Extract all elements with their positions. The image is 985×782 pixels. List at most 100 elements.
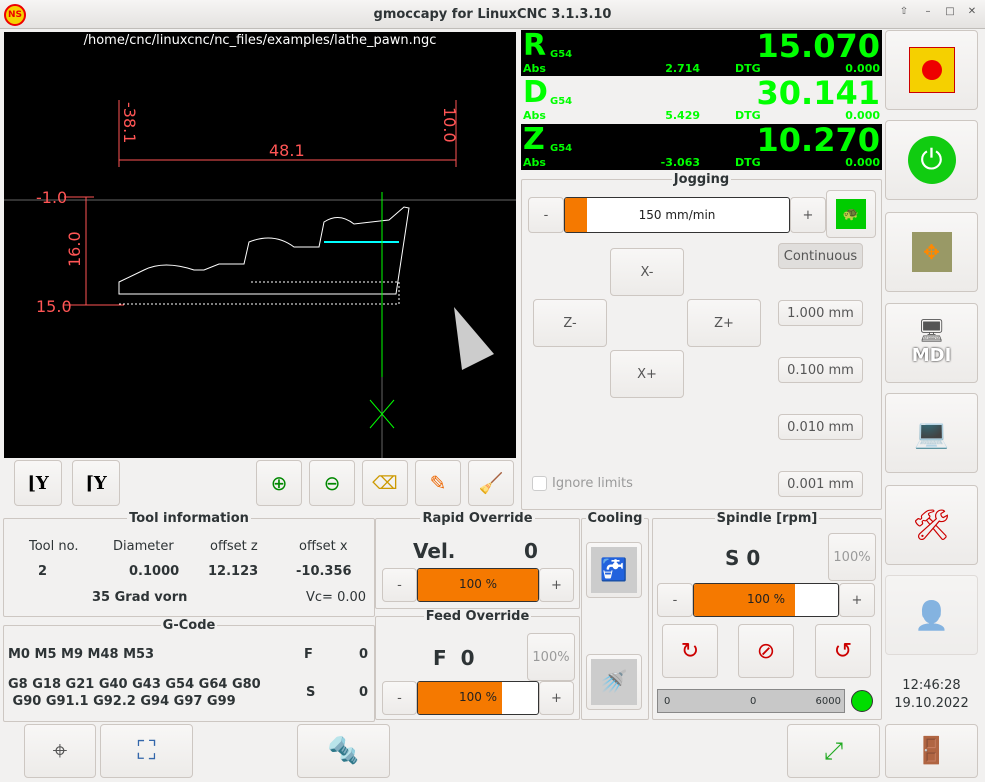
zoom-out-button[interactable]: ⊖ [309, 460, 355, 506]
dim-top-left: -38.1 [120, 102, 139, 143]
rapid-plus[interactable]: + [539, 568, 574, 602]
home-button[interactable]: ⌖ [24, 724, 96, 778]
clear-view-button[interactable]: ⌫ [362, 460, 408, 506]
minimize-icon[interactable]: – [925, 6, 931, 17]
feed-minus[interactable]: - [382, 681, 417, 715]
close-icon[interactable]: ✕ [967, 6, 977, 17]
fullscreen-button[interactable]: ⤢ [787, 724, 880, 778]
user-tabs-icon: 👤 [914, 598, 949, 632]
dtg-value: 0.000 [845, 62, 880, 75]
ignore-limits-label: Ignore limits [552, 476, 633, 491]
dro-r[interactable]: R G54 15.070 Abs 2.714 DTG 0.000 [521, 30, 882, 76]
coord-system: G54 [550, 49, 573, 60]
exit-button[interactable]: 🚪 [885, 724, 978, 778]
vel-value: 0 [524, 539, 538, 563]
jog-z-plus[interactable]: Z+ [687, 299, 761, 347]
jog-mode-button[interactable]: ✥ [885, 212, 978, 292]
jog-icon: ✥ [911, 232, 952, 272]
view-y2-icon: ⌈Y [85, 472, 107, 494]
ignore-limits-checkbox[interactable] [532, 476, 547, 491]
active-gcodes-1: G8 G18 G21 G40 G43 G54 G64 G80 [8, 677, 261, 692]
increment-0.01[interactable]: 0.010 mm [778, 414, 863, 440]
spindle-stop-button[interactable]: ⊘ [738, 624, 794, 678]
spindle-reverse-button[interactable]: ↺ [815, 624, 871, 678]
abs-value: 2.714 [665, 62, 700, 75]
abs-label: Abs [523, 156, 546, 169]
auto-icon: 💻 [914, 416, 949, 450]
jogging-frame: Jogging [521, 172, 882, 510]
view-y2-button[interactable]: ⌈Y [72, 460, 120, 506]
flood-button[interactable]: 🚰 [586, 542, 642, 598]
toolpath-drawing: 48.1 -1.0 15.0 -38.1 10.0 16.0 [4, 100, 516, 458]
spindle-cw-icon: ↺ [833, 638, 853, 664]
scale-min: 0 [664, 696, 671, 707]
rapid-minus[interactable]: - [382, 568, 417, 602]
increment-0.1[interactable]: 0.100 mm [778, 357, 863, 383]
dro-z[interactable]: Z G54 10.270 Abs -3.063 DTG 0.000 [521, 124, 882, 170]
tool-info-frame: Tool information [3, 511, 375, 617]
spindle-speed: S 0 [725, 546, 761, 570]
feed-override-slider[interactable]: 100 % [417, 681, 539, 715]
clock-date: 19.10.2022 [894, 696, 969, 711]
gcode-preview[interactable]: /home/cnc/linuxcnc/nc_files/examples/lat… [4, 32, 516, 458]
spindle-frame: Spindle [rpm] [652, 511, 882, 720]
power-button[interactable]: ⏻ [885, 120, 978, 200]
jog-x-plus[interactable]: X+ [610, 350, 684, 398]
increment-continuous[interactable]: Continuous [778, 243, 863, 269]
mdi-mode-button[interactable]: 🖥 MDI [885, 303, 978, 383]
settings-button[interactable]: 🛠 [885, 485, 978, 565]
auto-mode-button[interactable]: 💻 [885, 393, 978, 473]
spindle-plus[interactable]: + [839, 583, 875, 617]
rapid-override-slider[interactable]: 100 % [417, 568, 539, 602]
jog-x-minus[interactable]: X- [610, 248, 684, 296]
estop-icon [908, 47, 955, 93]
estop-button[interactable] [885, 30, 978, 110]
tool-description: 35 Grad vorn [92, 590, 188, 605]
mist-button[interactable]: 🚿 [586, 654, 642, 710]
shade-icon[interactable]: ⇧ [899, 6, 909, 17]
draw-button[interactable]: ✎ [415, 460, 461, 506]
jog-speed-minus[interactable]: - [528, 197, 564, 233]
abs-label: Abs [523, 109, 546, 122]
scale-max: 6000 [815, 696, 841, 707]
feed-percent: 100 % [458, 690, 498, 704]
view-y-icon: ⌊Y [27, 472, 49, 494]
dtg-value: 0.000 [845, 156, 880, 169]
dro-d[interactable]: D G54 30.141 Abs 5.429 DTG 0.000 [521, 77, 882, 123]
feed-value: 0 [359, 647, 369, 662]
app-logo: NS [4, 4, 26, 26]
increment-0.001[interactable]: 0.001 mm [778, 471, 863, 497]
active-gcodes-2: G90 G91.1 G92.2 G94 G97 G99 [8, 694, 236, 709]
spindle-override-slider[interactable]: 100 % [693, 583, 839, 617]
axis-label: R [523, 28, 547, 63]
feed-reset-button[interactable]: 100% [527, 633, 575, 681]
feed-plus[interactable]: + [539, 681, 574, 715]
spindle-reset-button[interactable]: 100% [828, 533, 876, 581]
flood-coolant-icon: 🚰 [591, 547, 637, 593]
jog-speed-value: 150 mm/min [638, 208, 716, 222]
jog-speed-plus[interactable]: + [790, 197, 826, 233]
tool-no-header: Tool no. [29, 539, 79, 554]
increment-1[interactable]: 1.000 mm [778, 300, 863, 326]
offset-x: -10.356 [296, 564, 352, 579]
jog-z-minus[interactable]: Z- [533, 299, 607, 347]
touch-off-button[interactable]: ⛶ [100, 724, 193, 778]
view-y-button[interactable]: ⌊Y [14, 460, 62, 506]
jog-speed-slider[interactable]: 150 mm/min [564, 197, 790, 233]
clear-plot-button[interactable]: 🧹 [468, 460, 514, 506]
power-icon: ⏻ [907, 136, 956, 184]
maximize-icon[interactable]: □ [945, 6, 955, 17]
clock-time: 12:46:28 [902, 678, 961, 693]
dtg-label: DTG [735, 156, 761, 169]
spindle-forward-button[interactable]: ↻ [662, 624, 718, 678]
feed-display: F 0 [433, 646, 475, 670]
dim-left-bottom: 15.0 [36, 297, 72, 316]
broom-icon: 🧹 [478, 471, 504, 495]
zoom-in-button[interactable]: ⊕ [256, 460, 302, 506]
user-tabs-button[interactable]: 👤 [885, 575, 978, 655]
file-path: /home/cnc/linuxcnc/nc_files/examples/lat… [83, 33, 437, 48]
dim-left-top: -1.0 [36, 188, 67, 207]
spindle-minus[interactable]: - [657, 583, 693, 617]
tool-button[interactable]: 🔩 [297, 724, 390, 778]
turtle-button[interactable]: 🐢 [826, 190, 876, 238]
